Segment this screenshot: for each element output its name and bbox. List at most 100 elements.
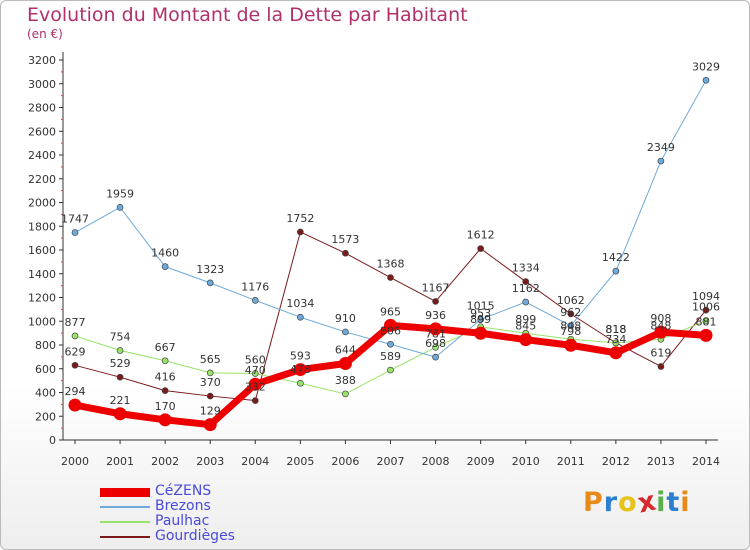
y-tick-label: 2800 xyxy=(28,102,56,115)
data-point-gourdieges xyxy=(116,373,124,381)
data-label-brezons: 962 xyxy=(560,306,581,319)
series-layer xyxy=(68,76,713,432)
data-point-paulhac xyxy=(116,347,124,354)
y-tick-label: 2600 xyxy=(28,125,56,138)
data-label-paulhac: 667 xyxy=(155,341,176,354)
data-label-cezens: 734 xyxy=(605,333,626,346)
data-label-gourdieges: 529 xyxy=(110,357,131,370)
data-label-gourdieges: 1167 xyxy=(422,281,450,294)
x-tick-label: 2011 xyxy=(557,455,585,468)
data-labels-layer: 629 529 416 370 332 1752 1573 1368 1167 1612 1334 1… xyxy=(61,60,720,417)
data-point-paulhac xyxy=(432,343,439,351)
data-point-paulhac xyxy=(702,317,710,324)
data-label-paulhac: 565 xyxy=(200,353,221,366)
chart-subtitle: (en €) xyxy=(27,27,63,41)
data-point-cezens xyxy=(203,418,217,432)
data-label-paulhac: 478 xyxy=(290,363,311,376)
y-tick-label: 2000 xyxy=(28,197,56,210)
data-label-gourdieges: 1573 xyxy=(331,233,359,246)
logo-letter: P xyxy=(583,487,604,518)
x-tick-label: 2002 xyxy=(151,455,179,468)
y-tick-label: 800 xyxy=(35,339,56,352)
data-label-cezens: 936 xyxy=(425,309,446,322)
data-point-gourdieges xyxy=(71,361,79,369)
x-tick-label: 2006 xyxy=(331,455,359,468)
data-label-paulhac: 953 xyxy=(470,307,491,320)
data-point-gourdieges xyxy=(702,306,710,314)
data-label-cezens: 593 xyxy=(290,350,311,363)
data-label-cezens: 470 xyxy=(245,364,266,377)
data-label-cezens: 965 xyxy=(380,305,401,318)
y-tick-label: 2200 xyxy=(28,173,56,186)
data-point-gourdieges xyxy=(161,387,169,394)
x-tick-label: 2000 xyxy=(61,455,89,468)
x-tick-label: 2008 xyxy=(422,455,450,468)
data-point-brezons xyxy=(297,313,304,321)
legend-label: Brezons xyxy=(155,498,211,514)
data-point-brezons xyxy=(432,353,439,361)
data-label-brezons: 1015 xyxy=(467,299,495,312)
data-point-cezens xyxy=(113,407,127,421)
x-tick-label: 2003 xyxy=(196,455,224,468)
x-tick-label: 2007 xyxy=(377,455,405,468)
data-point-cezens xyxy=(654,325,668,339)
data-label-brezons: 806 xyxy=(380,324,401,337)
data-point-gourdieges xyxy=(567,310,575,318)
data-label-brezons: 1460 xyxy=(151,247,179,260)
y-tick-label: 0 xyxy=(49,434,56,447)
data-label-brezons: 1323 xyxy=(196,263,224,276)
data-label-gourdieges: 1368 xyxy=(377,258,405,271)
data-label-paulhac: 848 xyxy=(560,319,581,332)
data-label-gourdieges: 1612 xyxy=(467,229,495,242)
data-label-gourdieges: 1334 xyxy=(512,262,540,275)
data-label-paulhac: 754 xyxy=(110,330,131,343)
data-point-gourdieges xyxy=(387,274,394,281)
data-label-brezons: 1176 xyxy=(241,280,269,293)
y-tick-label: 2400 xyxy=(28,149,56,162)
data-label-gourdieges: 1062 xyxy=(557,294,585,307)
data-point-paulhac xyxy=(612,339,620,347)
y-tick-label: 1400 xyxy=(28,268,56,281)
data-point-paulhac xyxy=(297,379,304,387)
chart-title: Evolution du Montant de la Dette par Hab… xyxy=(27,4,468,26)
data-point-cezens xyxy=(699,328,713,342)
y-tick-label: 1800 xyxy=(28,220,56,233)
data-label-paulhac: 899 xyxy=(515,313,536,326)
logo-letter: t xyxy=(666,487,681,518)
data-label-cezens: 170 xyxy=(155,400,176,413)
data-label-gourdieges: 1752 xyxy=(286,212,314,225)
x-tick-label: 2005 xyxy=(286,455,314,468)
data-point-cezens xyxy=(158,413,172,427)
data-label-brezons: 1959 xyxy=(106,187,134,200)
y-tick-label: 1600 xyxy=(28,244,56,257)
data-point-cezens xyxy=(429,322,443,336)
data-label-paulhac: 877 xyxy=(65,316,86,329)
y-tick-label: 400 xyxy=(35,387,56,400)
data-label-gourdieges: 629 xyxy=(65,345,86,358)
data-label-cezens: 294 xyxy=(65,385,86,398)
data-label-paulhac: 818 xyxy=(605,323,626,336)
data-label-paulhac: 560 xyxy=(245,354,266,367)
data-label-cezens: 845 xyxy=(515,320,536,333)
legend-swatch xyxy=(100,536,150,538)
data-point-brezons xyxy=(477,316,484,323)
data-label-paulhac: 589 xyxy=(380,350,401,363)
data-label-gourdieges: 619 xyxy=(650,346,671,359)
x-tick-label: 2012 xyxy=(602,455,630,468)
y-tick-label: 1200 xyxy=(28,292,56,305)
data-label-cezens: 129 xyxy=(200,405,221,418)
data-point-cezens xyxy=(293,363,307,377)
y-tick-label: 3000 xyxy=(28,78,56,91)
y-tick-label: 600 xyxy=(35,363,56,376)
chart-axes: 0 200 400 600 800 1000 1200 1400 1600 1800 2000 220… xyxy=(28,52,720,468)
x-tick-label: 2013 xyxy=(647,455,675,468)
data-point-gourdieges xyxy=(206,392,214,400)
data-point-gourdieges xyxy=(432,298,439,305)
data-point-gourdieges xyxy=(342,249,349,257)
data-label-paulhac: 781 xyxy=(425,327,446,340)
data-point-brezons xyxy=(342,328,349,336)
data-point-gourdieges xyxy=(657,363,665,370)
data-label-brezons: 1422 xyxy=(602,251,630,264)
data-point-cezens xyxy=(564,338,578,352)
data-label-cezens: 908 xyxy=(650,312,671,325)
